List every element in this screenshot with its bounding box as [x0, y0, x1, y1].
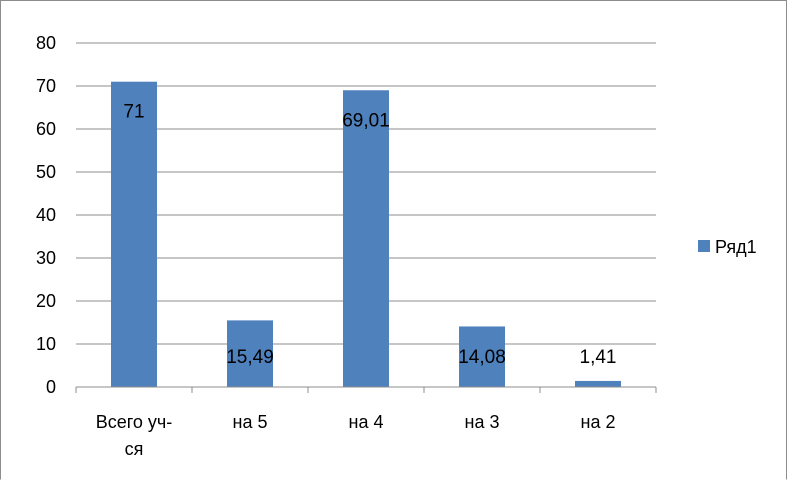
data-labels: 71 15,49 69,01 14,08 1,41 [123, 102, 616, 368]
bar [575, 380, 621, 387]
bar [459, 326, 505, 387]
bar [227, 320, 273, 387]
y-tick-label: 80 [36, 33, 56, 53]
y-tick-label: 30 [36, 248, 56, 268]
x-tick-label: на 3 [465, 412, 500, 432]
y-tick-label: 20 [36, 291, 56, 311]
data-label: 69,01 [342, 110, 390, 131]
data-label: 1,41 [580, 347, 617, 368]
legend-swatch-series-1 [698, 240, 710, 252]
bar [111, 81, 157, 387]
y-tick-label: 70 [36, 76, 56, 96]
x-tick-label: на 2 [581, 412, 616, 432]
data-label: 14,08 [458, 347, 506, 368]
data-label: 15,49 [226, 347, 274, 368]
y-tick-label: 50 [36, 162, 56, 182]
y-axis-tick-labels: 0 10 20 30 40 50 60 70 80 [36, 33, 56, 397]
y-tick-label: 40 [36, 205, 56, 225]
x-tick-label: ся [125, 439, 144, 459]
data-label: 71 [123, 102, 144, 123]
bar [343, 90, 389, 388]
y-tick-label: 60 [36, 119, 56, 139]
x-tick-label: Всего уч- [96, 412, 173, 432]
bars [111, 81, 621, 388]
x-axis-tick-labels: Всего уч-ся на 5 на 4 на 3 на 2 [96, 412, 616, 459]
x-tick-label: на 5 [233, 412, 268, 432]
y-tick-label: 10 [36, 334, 56, 354]
x-axis [75, 386, 657, 393]
x-tick-label: на 4 [349, 412, 384, 432]
legend: Ряд1 [698, 237, 757, 257]
legend-label-series-1: Ряд1 [715, 237, 757, 257]
y-tick-label: 0 [46, 377, 56, 397]
